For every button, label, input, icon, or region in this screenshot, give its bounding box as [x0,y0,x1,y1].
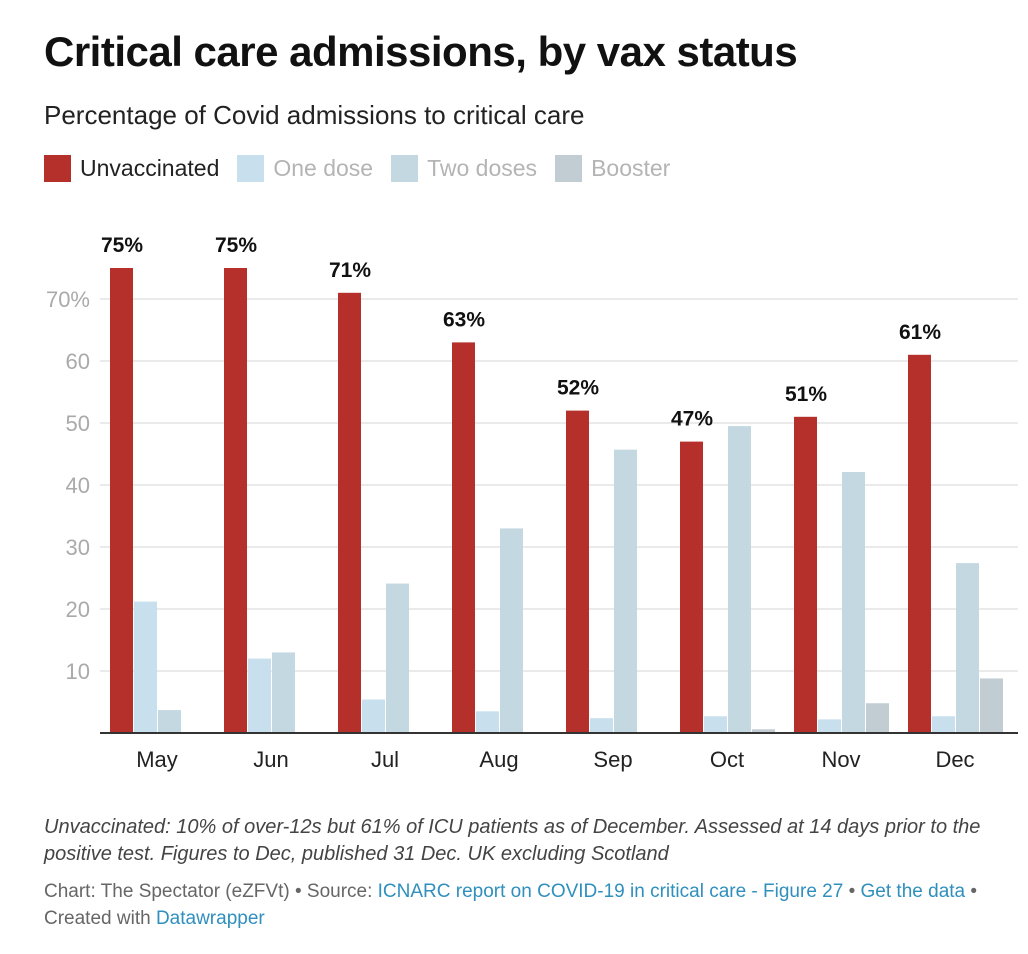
bar-unvaccinated-nov [794,416,817,733]
legend-swatch-one-dose [237,155,265,182]
grid-layer [100,298,1018,672]
data-label-nov: 51% [785,383,827,406]
bar-two-doses-may [158,710,181,733]
bar-chart: 10 20 30 40 50 60 70% 75% May 75% Jun 71% Jul 63% Aug 5… [46,234,1018,772]
data-label-jun: 75% [215,234,257,257]
bar-one-dose-may [134,601,157,733]
bar-booster-oct [752,729,775,733]
x-tick-label-may: May [136,747,178,772]
y-tick-label-20: 20 [66,597,90,622]
legend: Unvaccinated One dose Two doses Booster [44,155,688,182]
legend-label-booster: Booster [591,155,671,181]
y-tick-label-70: 70% [46,287,90,312]
chart-subtitle: Percentage of Covid admissions to critic… [44,100,585,130]
bar-one-dose-jul [362,699,385,733]
bar-one-dose-jun [248,658,271,733]
legend-swatch-unvaccinated [44,155,71,182]
bar-unvaccinated-jul [338,292,361,733]
x-tick-label-aug: Aug [479,747,518,772]
data-label-aug: 63% [443,308,485,331]
x-tick-label-oct: Oct [710,747,744,772]
y-tick-label-10: 10 [66,659,90,684]
bar-one-dose-nov [818,719,841,733]
chart-title: Critical care admissions, by vax status [44,28,798,75]
data-label-jul: 71% [329,259,371,282]
bar-booster-nov [866,703,889,733]
legend-item-booster[interactable]: Booster [555,155,670,182]
bar-unvaccinated-dec [908,354,931,733]
x-tick-label-jun: Jun [253,747,288,772]
data-label-may: 75% [101,234,143,257]
x-tick-label-nov: Nov [821,747,860,772]
y-tick-label-50: 50 [66,411,90,436]
bar-one-dose-aug [476,711,499,733]
data-label-sep: 52% [557,377,599,400]
legend-label-two-doses: Two doses [427,155,538,181]
bar-unvaccinated-jun [224,268,247,733]
y-tick-label-60: 60 [66,349,90,374]
source-link[interactable]: ICNARC report on COVID-19 in critical ca… [377,881,844,902]
legend-item-unvaccinated[interactable]: Unvaccinated [44,155,219,182]
bar-two-doses-nov [842,471,865,733]
bar-two-doses-aug [500,528,523,733]
bar-two-doses-oct [728,426,751,733]
bar-two-doses-jul [386,583,409,733]
legend-label-unvaccinated: Unvaccinated [80,155,220,181]
x-tick-label-dec: Dec [935,747,974,772]
bar-unvaccinated-aug [452,342,475,733]
bar-two-doses-sep [614,449,637,733]
legend-swatch-two-doses [391,155,419,182]
legend-label-one-dose: One dose [273,155,374,181]
legend-swatch-booster [555,155,583,182]
bar-unvaccinated-sep [566,410,589,733]
chart-credits: Chart: The Spectator (eZFVt) • Source: I… [44,878,1014,932]
y-tick-label-40: 40 [66,473,90,498]
bar-two-doses-dec [956,563,979,733]
data-label-oct: 47% [671,408,713,431]
data-label-dec: 61% [899,321,941,344]
legend-item-one-dose[interactable]: One dose [237,155,373,182]
credits-created-prefix: • Created with [44,881,978,929]
legend-item-two-doses[interactable]: Two doses [391,155,537,182]
bar-one-dose-sep [590,718,613,733]
x-tick-label-jul: Jul [371,747,399,772]
bar-unvaccinated-may [110,268,133,733]
chart-note: Unvaccinated: 10% of over-12s but 61% of… [44,816,981,865]
bar-one-dose-dec [932,716,955,733]
labels-layer: 10 20 30 40 50 60 70% 75% May 75% Jun 71% Jul 63% Aug 5… [46,234,1018,772]
bar-two-doses-jun [272,652,295,733]
bar-booster-dec [980,678,1003,733]
x-tick-label-sep: Sep [593,747,632,772]
credits-separator: • [843,881,861,902]
get-the-data-link[interactable]: Get the data [860,881,966,902]
bar-one-dose-oct [704,716,727,733]
datawrapper-link[interactable]: Datawrapper [155,908,265,929]
y-tick-label-30: 30 [66,535,90,560]
bar-unvaccinated-oct [680,441,703,733]
credits-chart-source-prefix: Chart: The Spectator (eZFVt) • Source: [44,881,378,902]
bars-layer [110,268,1003,733]
